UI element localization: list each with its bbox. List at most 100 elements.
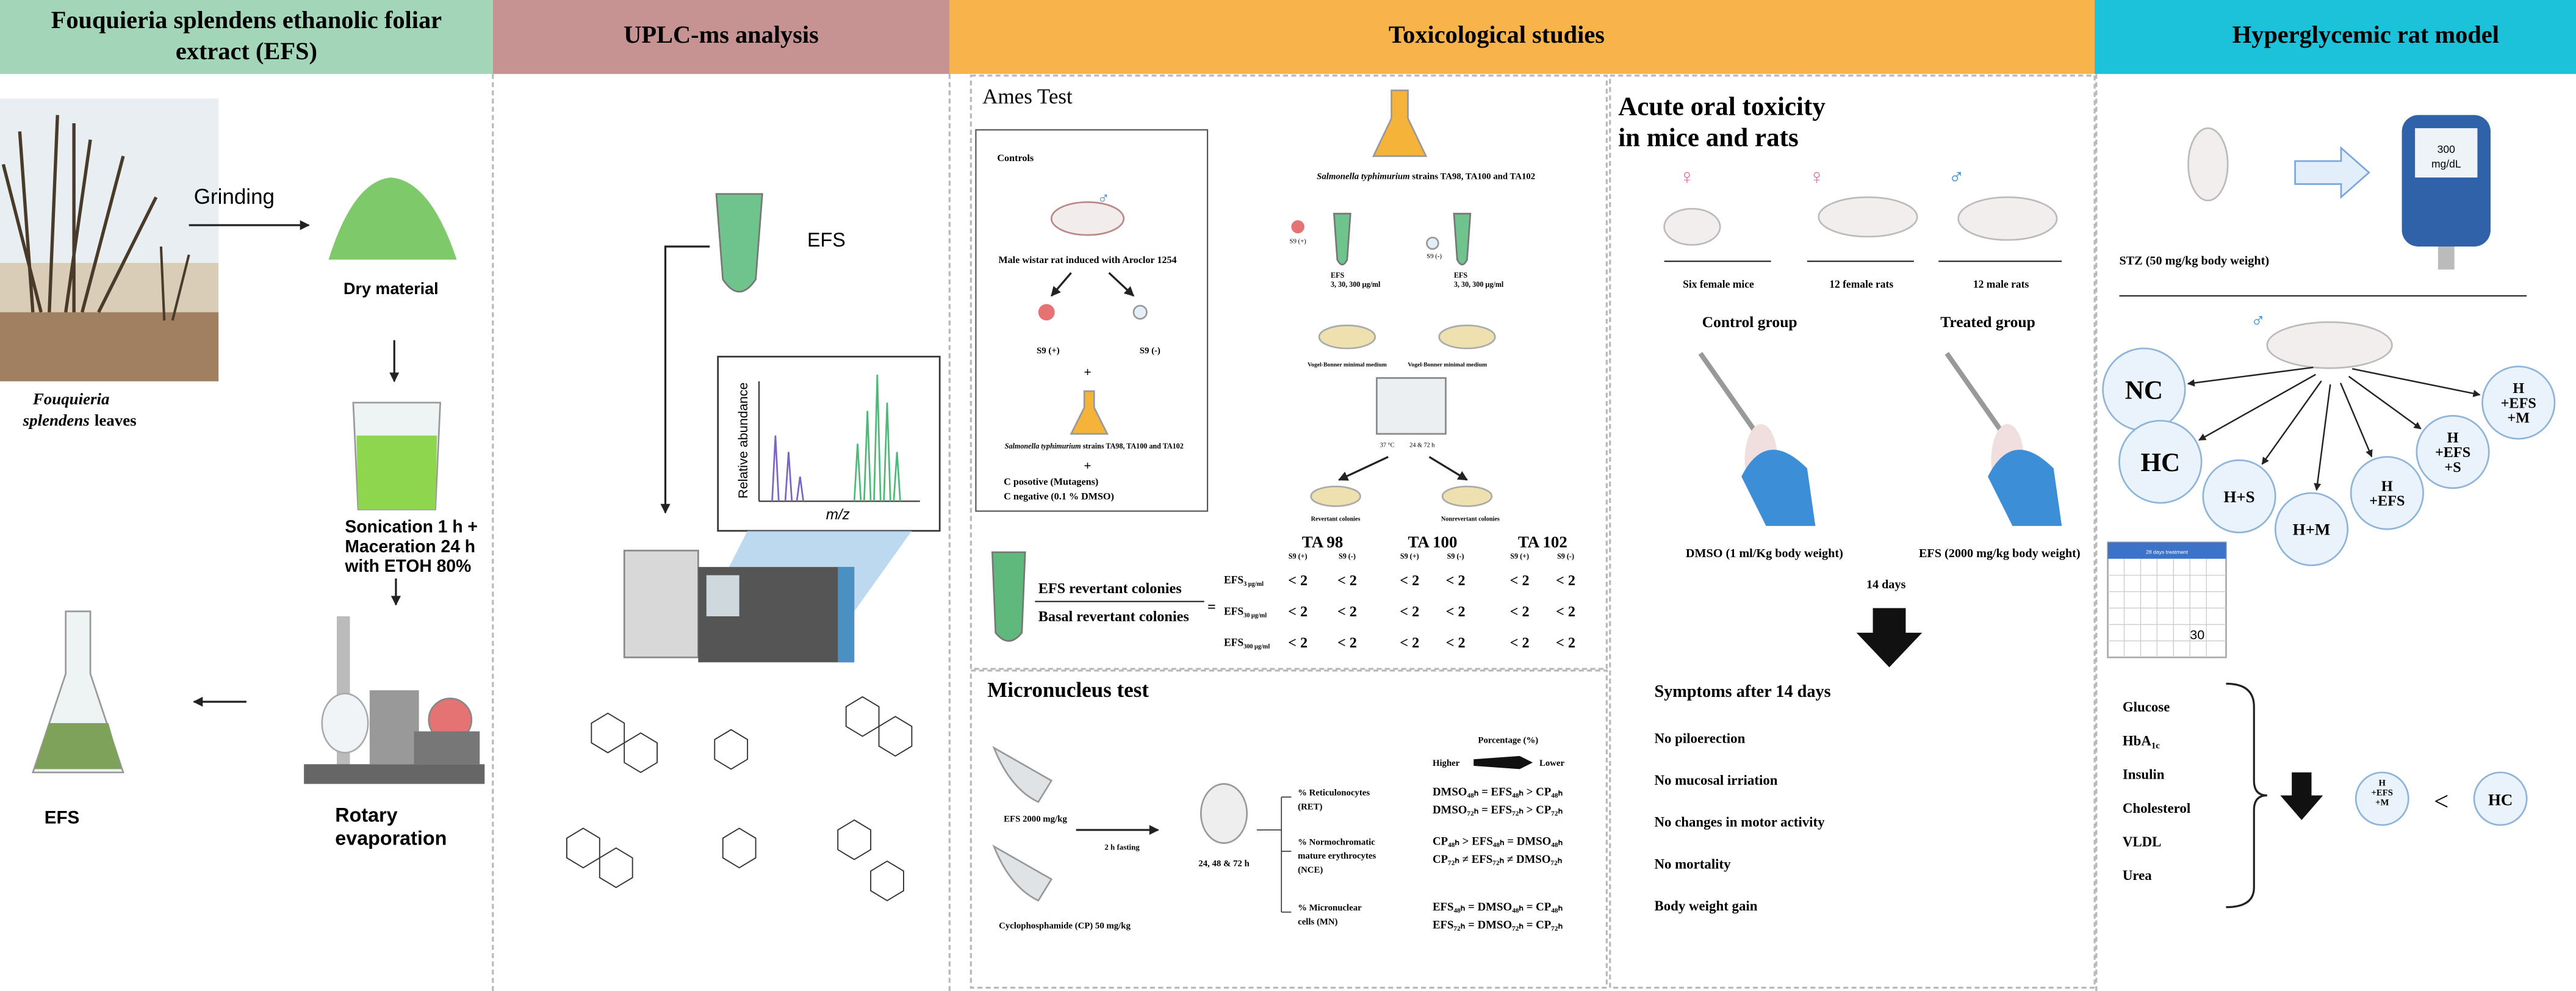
plate-icon xyxy=(1441,485,1493,507)
beaker-icon xyxy=(352,402,442,511)
dose-label: DMSO (1 ml/Kg body weight) xyxy=(1686,547,1843,560)
controls-title: Controls xyxy=(997,153,1034,164)
meter-reading: 300 xyxy=(2437,143,2455,155)
rotary-evaporator-icon-part xyxy=(414,731,480,765)
calendar-title: 28 days treatment xyxy=(2146,549,2189,555)
molecule-structures-part xyxy=(878,716,913,757)
group-arrow xyxy=(2314,384,2331,491)
group-circle xyxy=(2118,420,2203,504)
group-arrow xyxy=(2348,375,2422,430)
instrument-icon-part xyxy=(623,549,699,658)
s9-icon xyxy=(1291,220,1304,234)
rotary-evaporator-icon-part xyxy=(304,764,485,784)
duration-label: 14 days xyxy=(1866,578,1906,591)
down-arrow xyxy=(1856,608,1923,668)
sex-symbol: ♂ xyxy=(1948,165,1964,189)
mn-result: CP₇₂ₕ ≠ EFS₇₂ₕ ≠ DMSO₇₂ₕ xyxy=(1433,853,1562,866)
row-label-part: 3 µg/ml xyxy=(1243,581,1264,588)
ames-panel: Ames Test Controls ♂ Male wistar rat ind… xyxy=(975,85,1575,651)
table-cell: < 2 xyxy=(1400,572,1419,589)
label-line: H+M xyxy=(2293,521,2331,539)
symptoms-title: Symptoms after 14 days xyxy=(1654,682,1830,701)
molecule-structures-part xyxy=(624,732,658,773)
panel-title: Micronucleus test xyxy=(987,678,1149,702)
label-line: +EFS xyxy=(2371,788,2393,798)
animal-label: Six female mice xyxy=(1683,278,1754,290)
scale-label: Porcentage (%) xyxy=(1478,735,1538,745)
incubator-icon xyxy=(1376,377,1447,435)
tube-icon xyxy=(991,551,1026,642)
plate-icon xyxy=(1310,485,1361,507)
tube-icon xyxy=(1453,212,1472,265)
strain-part: Salmonella typhimurium xyxy=(1005,442,1081,450)
mouse-icon xyxy=(1663,207,1721,246)
syringe-icon xyxy=(992,844,1053,902)
controls-label: + xyxy=(1084,458,1091,473)
assay-label: S9 (-) xyxy=(1427,253,1442,260)
rotary-evaporator-icon xyxy=(304,616,485,784)
treatment-label: 2 h fasting xyxy=(1104,842,1140,851)
header-bar-part xyxy=(0,0,493,74)
label-line: H xyxy=(2379,778,2386,788)
symptom: No mortality xyxy=(1654,856,1731,871)
group-circle xyxy=(2202,459,2276,533)
rat-icon xyxy=(1818,196,1918,238)
label-line: H xyxy=(2447,430,2459,446)
table-cell: < 2 xyxy=(1400,635,1419,651)
meter-reading: mg/dL xyxy=(2431,158,2461,170)
molecule-structures-part xyxy=(845,696,880,737)
row-label: EFS30 µg/ml xyxy=(1224,605,1267,619)
biomarker: Cholesterol xyxy=(2123,801,2190,816)
plate-icon xyxy=(1318,324,1376,350)
step-line: Rotary xyxy=(335,804,397,826)
instrument-icon-part xyxy=(838,567,855,663)
rotary-evaporator-icon-part xyxy=(321,693,369,754)
step-line: with ETOH 80% xyxy=(344,556,471,575)
assay-label: Vogel-Bonner minimal medium xyxy=(1408,362,1487,369)
table-cell: < 2 xyxy=(1510,572,1530,589)
label-line: H+S xyxy=(2223,488,2254,506)
table-cell: < 2 xyxy=(1446,572,1466,589)
symptom: No changes in motor activity xyxy=(1654,815,1825,830)
s9-icon xyxy=(1426,236,1439,250)
extraction-panel: Fouquieria splendens leaves Grinding Dry … xyxy=(0,98,485,849)
separators-part xyxy=(970,74,1608,670)
molecule-structures-part xyxy=(599,847,633,888)
assay-label: 37 °C xyxy=(1380,442,1395,449)
group-label: H +EFS xyxy=(2369,478,2405,509)
mn-label: (RET) xyxy=(1298,802,1322,812)
tube-icon xyxy=(715,193,763,293)
label-line: H xyxy=(2381,478,2393,494)
sample-label: EFS xyxy=(807,229,846,251)
rat-icon xyxy=(2266,321,2393,369)
glucometer-icon xyxy=(2402,115,2491,270)
mn-label: % Reticulonocytes xyxy=(1298,788,1370,798)
treatment-label: Cyclophosphamide (CP) 50 mg/kg xyxy=(999,921,1131,931)
dry-material-icon xyxy=(328,177,457,260)
biomarker: Glucose xyxy=(2123,699,2170,715)
header-title: Toxicological studies xyxy=(1389,21,1605,48)
plant-photo xyxy=(0,98,219,381)
group-label: H +EFS +M xyxy=(2501,380,2536,426)
row-label-part: 300 µg/ml xyxy=(1243,643,1270,650)
row-label-part: EFS xyxy=(1224,574,1243,586)
molecule-structures-part xyxy=(714,729,749,770)
step-label: Sonication 1 h + Maceration 24 h with ETOH… xyxy=(344,517,478,576)
gavage-icon-part xyxy=(1945,351,2003,432)
strain-header: TA 98 xyxy=(1302,533,1344,551)
scale-label: Higher xyxy=(1433,759,1460,768)
animal-groups: ♀ Six female mice ♀ 12 female rats ♂ 12 male … xyxy=(1664,165,2062,290)
group-circle xyxy=(2473,771,2528,826)
plate-icon xyxy=(1438,324,1496,350)
biomarker-part: Cholesterol xyxy=(2123,801,2190,816)
animal-label: 12 female rats xyxy=(1829,278,1893,290)
micronucleus-panel: Micronucleus test EFS 2000 mg/kg Cycloph… xyxy=(987,678,1564,932)
gavage-icon xyxy=(1698,351,2062,526)
group-arrow xyxy=(2261,380,2322,465)
mn-label: cells (MN) xyxy=(1298,917,1337,927)
group-circle xyxy=(2416,415,2490,489)
table-cell: < 2 xyxy=(1288,572,1308,589)
condition-header: S9 (-) xyxy=(1447,552,1464,561)
